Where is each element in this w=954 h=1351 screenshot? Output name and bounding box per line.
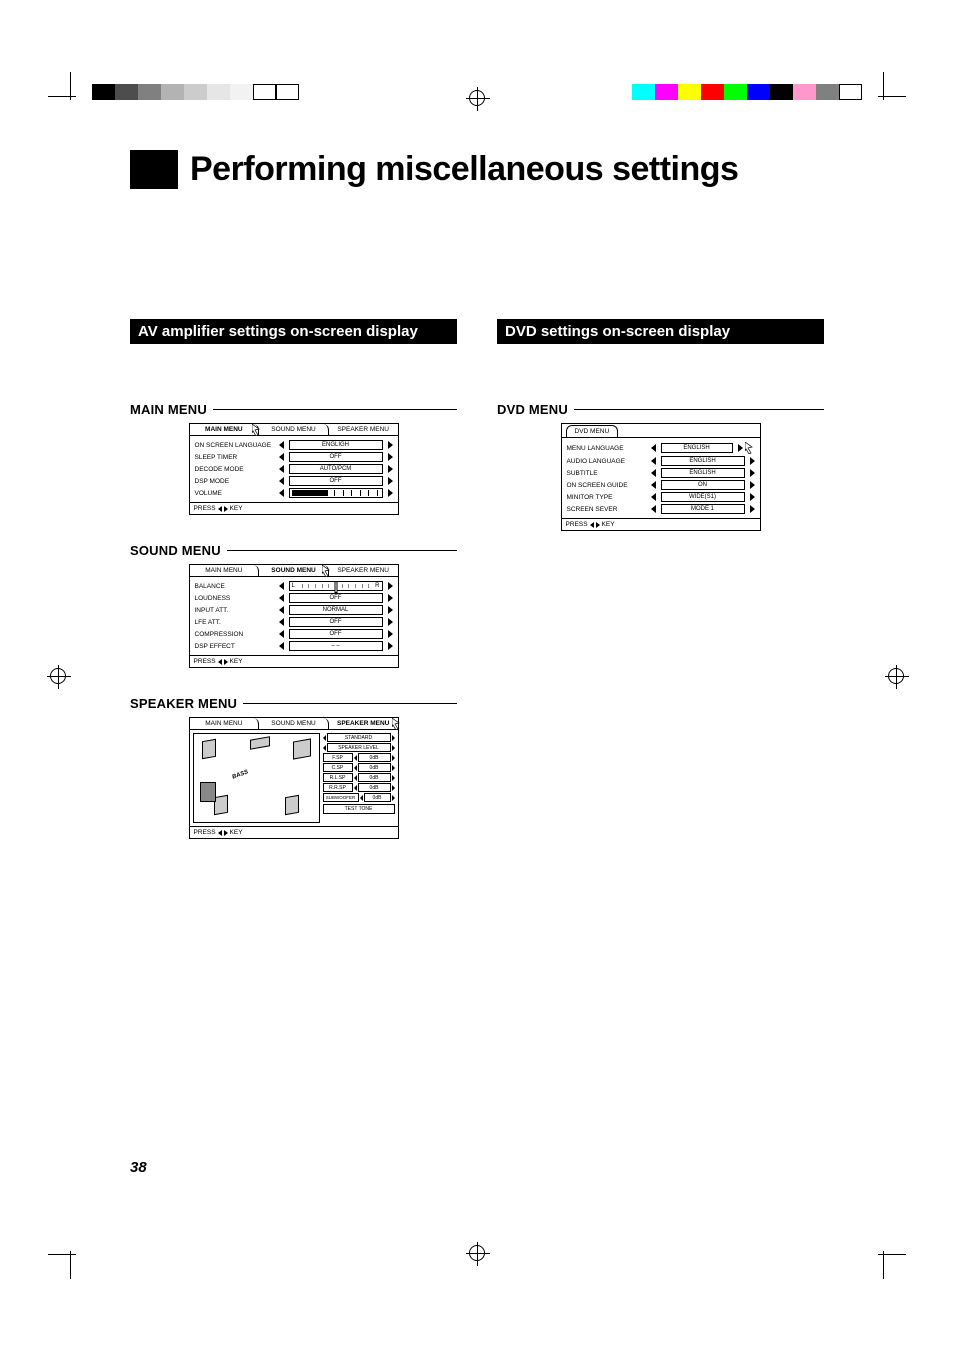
osd-row: MINITOR TYPEWIDE(S1): [567, 492, 755, 502]
registration-mark-right: [888, 668, 904, 684]
tab-speaker: SPEAKER MENU: [329, 565, 398, 576]
osd-row: MENU LANGUAGEENGLISH: [567, 442, 755, 454]
title-black-box: [130, 150, 178, 189]
osd-footer: PRESS KEY: [190, 502, 398, 514]
speaker-diagram: BASS: [193, 733, 320, 823]
sound-menu-osd: MAIN MENU SOUND MENU SPEAKER MENU BALANC…: [189, 564, 399, 668]
cursor-icon: [745, 442, 755, 454]
main-menu-osd: MAIN MENU SOUND MENU SPEAKER MENU ON SCR…: [189, 423, 399, 515]
osd-row: INPUT ATT.NORMAL: [195, 605, 393, 615]
tab-sound: SOUND MENU: [259, 424, 329, 435]
dvd-menu-label: DVD MENU: [497, 402, 824, 417]
osd-row: COMPRESSIONOFF: [195, 629, 393, 639]
osd-row: SCREEN SEVERMODE 1: [567, 504, 755, 514]
tab-sound: SOUND MENU: [259, 718, 329, 729]
main-menu-label: MAIN MENU: [130, 402, 457, 417]
page-number: 38: [130, 1159, 147, 1176]
osd-row: LFE ATT.OFF: [195, 617, 393, 627]
tab-speaker: SPEAKER MENU: [329, 718, 398, 729]
volume-bar: [289, 488, 383, 498]
osd-row: SUBTITLEENGLISH: [567, 468, 755, 478]
tab-main: MAIN MENU: [190, 718, 260, 729]
osd-row: BALANCE L R: [195, 581, 393, 591]
osd-row: VOLUME: [195, 488, 393, 498]
balance-bar: L R: [289, 581, 383, 591]
cursor-icon: [392, 718, 402, 730]
colorbar-left: [92, 84, 299, 100]
page-title: Performing miscellaneous settings: [190, 150, 738, 189]
test-tone: TEST TONE: [323, 804, 395, 814]
osd-row: SLEEP TIMEROFF: [195, 452, 393, 462]
osd-row: AUDIO LANGUAGEENGLISH: [567, 456, 755, 466]
osd-row: DSP MODEOFF: [195, 476, 393, 486]
tab-main: MAIN MENU: [190, 565, 260, 576]
osd-footer: PRESS KEY: [562, 518, 760, 530]
speaker-level-value: SPEAKER LEVEL: [327, 743, 391, 752]
registration-mark-left: [50, 668, 66, 684]
osd-footer: PRESS KEY: [190, 655, 398, 667]
sound-menu-label: SOUND MENU: [130, 543, 457, 558]
osd-row: DECODE MODEAUTO/PCM: [195, 464, 393, 474]
dvd-menu-osd: DVD MENU MENU LANGUAGEENGLISH AUDIO LANG…: [561, 423, 761, 531]
dvd-menu-text: DVD MENU: [497, 402, 568, 417]
sound-menu-text: SOUND MENU: [130, 543, 221, 558]
osd-footer: PRESS KEY: [190, 826, 398, 838]
osd-row: LOUDNESSOFF: [195, 593, 393, 603]
osd-row: ON SCREEN GUIDEON: [567, 480, 755, 490]
speaker-menu-text: SPEAKER MENU: [130, 696, 237, 711]
speaker-menu-osd: MAIN MENU SOUND MENU SPEAKER MENU: [189, 717, 399, 839]
colorbar-right: [632, 84, 862, 100]
registration-mark-bottom: [469, 1245, 485, 1261]
main-menu-text: MAIN MENU: [130, 402, 207, 417]
tab-speaker: SPEAKER MENU: [329, 424, 398, 435]
dvd-tab: DVD MENU: [566, 425, 619, 437]
tab-sound: SOUND MENU: [259, 565, 329, 576]
registration-mark-top: [469, 90, 485, 106]
osd-row: DSP EFFECT– –: [195, 641, 393, 651]
left-heading: AV amplifier settings on-screen display: [130, 319, 457, 344]
tab-main: MAIN MENU: [190, 424, 260, 435]
right-heading: DVD settings on-screen display: [497, 319, 824, 344]
osd-row: ON SCREEN LANGUAGEENGLIGH: [195, 440, 393, 450]
speaker-menu-label: SPEAKER MENU: [130, 696, 457, 711]
standard-value: STANDARD: [327, 733, 391, 742]
page-title-row: Performing miscellaneous settings: [130, 150, 824, 189]
